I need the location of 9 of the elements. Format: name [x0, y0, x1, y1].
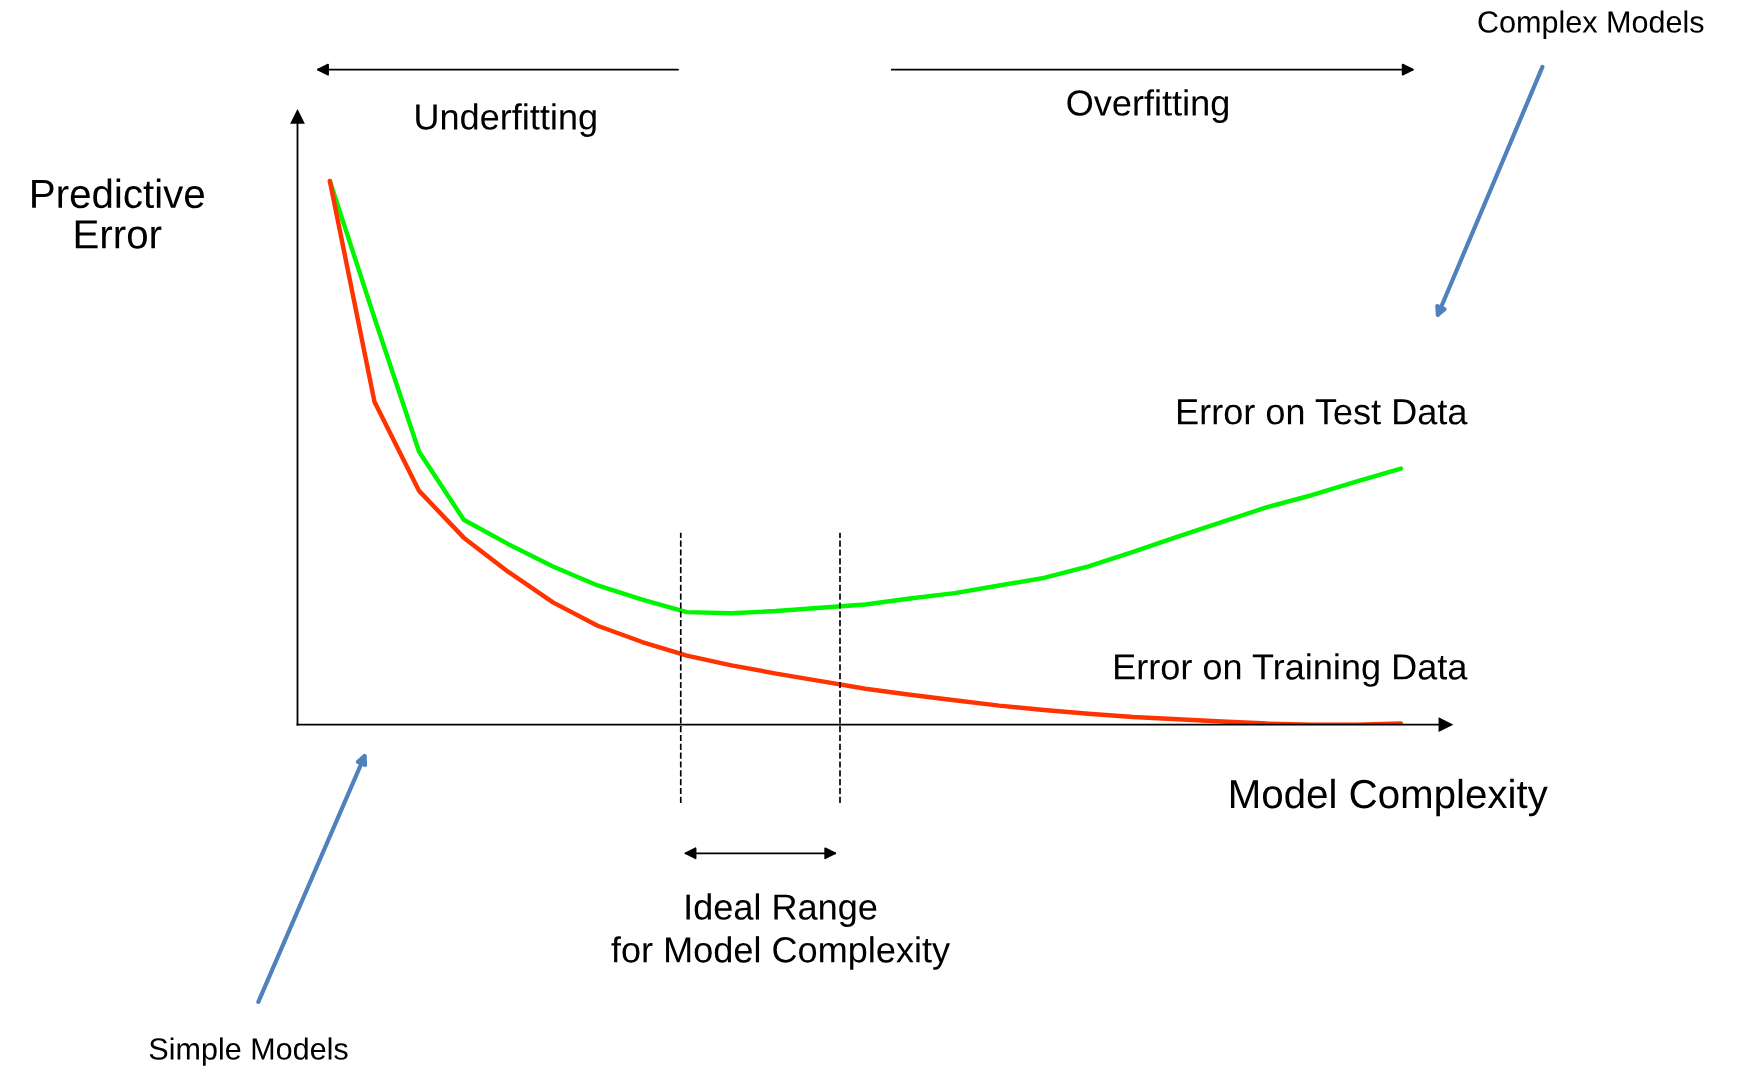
text: Ideal Range for Model Complexity: [611, 893, 951, 970]
y-axis-title: Predictive Error: [32, 178, 204, 249]
text: Complex Models: [1478, 10, 1704, 39]
series-label: Error on Training Data: [1115, 653, 1468, 687]
text: Underfitting: [416, 103, 596, 137]
x-axis-title: Model Complexity: [1231, 778, 1548, 817]
text: Error on Test Data: [1178, 399, 1468, 425]
text: Simple Models: [149, 1037, 348, 1066]
text: Overfitting: [1067, 89, 1228, 123]
